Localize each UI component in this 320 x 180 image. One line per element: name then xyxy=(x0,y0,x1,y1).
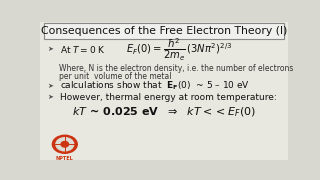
Text: ➤: ➤ xyxy=(47,46,53,52)
Text: $kT$ ~ 0.025 eV  $\Rightarrow$  $kT << E_F(0)$: $kT$ ~ 0.025 eV $\Rightarrow$ $kT << E_F… xyxy=(72,106,256,119)
Text: ➤: ➤ xyxy=(47,94,53,100)
Text: Consequences of the Free Electron Theory (I): Consequences of the Free Electron Theory… xyxy=(41,26,287,36)
Ellipse shape xyxy=(52,135,77,153)
Text: $E_F(0) = \dfrac{\hbar^2}{2m_e}\,(3N\pi^2)^{2/3}$: $E_F(0) = \dfrac{\hbar^2}{2m_e}\,(3N\pi^… xyxy=(126,36,232,63)
Text: Where, N is the electron density, i.e. the number of electrons: Where, N is the electron density, i.e. t… xyxy=(59,64,293,73)
FancyBboxPatch shape xyxy=(40,22,288,160)
FancyBboxPatch shape xyxy=(44,22,284,39)
Text: However, thermal energy at room temperature:: However, thermal energy at room temperat… xyxy=(60,93,276,102)
Ellipse shape xyxy=(61,141,68,147)
Text: NPTEL: NPTEL xyxy=(56,156,74,161)
Text: At $T = 0$ K: At $T = 0$ K xyxy=(60,44,106,55)
Ellipse shape xyxy=(56,138,74,151)
Text: calculations show that  $\mathbf{E_F}$(0)  ~ 5 – 10 eV: calculations show that $\mathbf{E_F}$(0)… xyxy=(60,80,250,92)
Text: ➤: ➤ xyxy=(47,83,53,89)
Text: per unit  volume of the metal: per unit volume of the metal xyxy=(59,72,171,81)
